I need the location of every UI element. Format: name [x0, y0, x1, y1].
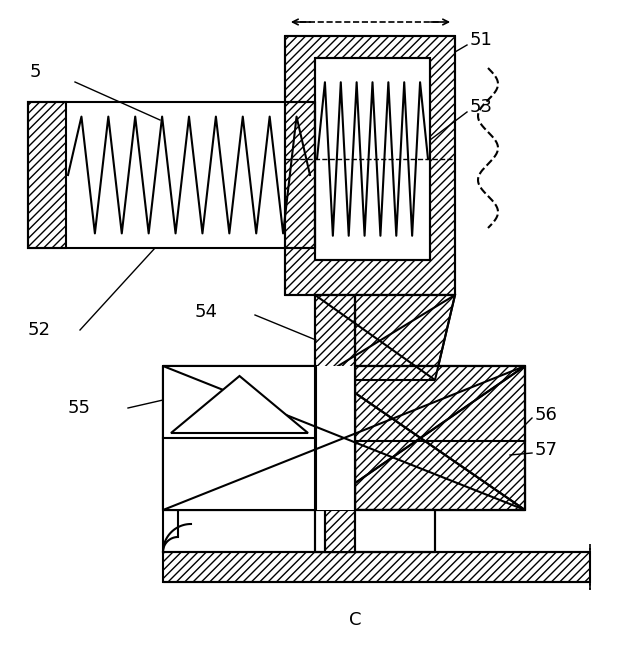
- Bar: [28, 102, 66, 248]
- Bar: [316, 366, 525, 510]
- Bar: [325, 510, 355, 552]
- Text: 56: 56: [535, 406, 558, 424]
- Bar: [315, 510, 435, 552]
- Text: 52: 52: [28, 321, 51, 339]
- Text: 55: 55: [68, 399, 91, 417]
- Bar: [315, 295, 355, 380]
- Polygon shape: [171, 376, 308, 433]
- Bar: [355, 366, 525, 441]
- Bar: [315, 58, 430, 260]
- Bar: [315, 380, 355, 510]
- Text: 57: 57: [535, 441, 558, 459]
- Text: 53: 53: [470, 98, 493, 116]
- Polygon shape: [171, 376, 308, 433]
- Polygon shape: [163, 366, 315, 510]
- Bar: [285, 36, 455, 295]
- Bar: [355, 441, 525, 510]
- Text: 54: 54: [195, 303, 218, 321]
- Bar: [315, 366, 355, 510]
- Text: 51: 51: [470, 31, 493, 49]
- Bar: [163, 438, 316, 510]
- Polygon shape: [355, 366, 525, 510]
- Text: 5: 5: [30, 63, 42, 81]
- Polygon shape: [355, 295, 455, 380]
- Bar: [28, 102, 315, 248]
- Text: C: C: [349, 611, 361, 629]
- Bar: [163, 366, 316, 438]
- Bar: [163, 552, 590, 582]
